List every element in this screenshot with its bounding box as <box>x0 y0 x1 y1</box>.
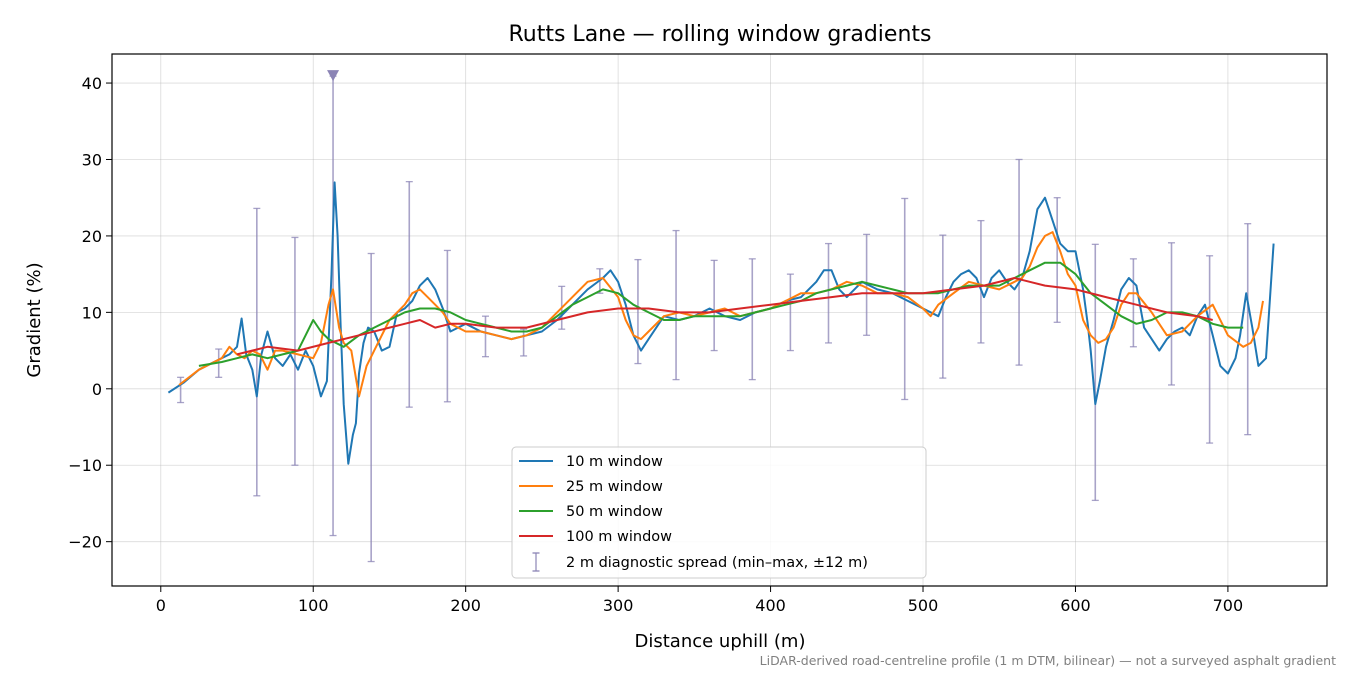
y-tick-label: 30 <box>82 150 102 169</box>
spread-errorbar <box>1244 223 1252 436</box>
legend-label: 2 m diagnostic spread (min–max, ±12 m) <box>566 555 868 571</box>
clipped-marker <box>327 70 340 82</box>
y-tick-label: 40 <box>82 74 102 93</box>
spread-errorbar <box>710 259 718 352</box>
spread-errorbar <box>977 219 985 344</box>
spread-errorbar <box>672 229 680 381</box>
legend-label: 25 m window <box>566 479 663 495</box>
spread-errorbar <box>1206 255 1214 444</box>
y-tick-label: −20 <box>68 533 102 552</box>
legend-label: 100 m window <box>566 529 672 545</box>
y-tick-label: −10 <box>68 456 102 475</box>
spread-errorbar <box>405 180 413 408</box>
plot-frame <box>111 53 1328 587</box>
spread-errorbar <box>177 376 185 404</box>
spread-errorbar <box>367 252 375 563</box>
x-tick-label: 100 <box>298 596 329 615</box>
y-tick-label: 0 <box>92 380 102 399</box>
spread-errorbar <box>786 273 794 352</box>
x-axis-label: Distance uphill (m) <box>635 631 806 652</box>
y-axis-ticks: −20 −10 0 10 20 30 40 <box>68 74 112 552</box>
spread-errorbar <box>443 249 451 403</box>
y-axis-label: Gradient (%) <box>24 262 45 377</box>
x-tick-label: 700 <box>1213 596 1244 615</box>
series-line-50-m-window <box>198 261 1244 367</box>
legend-label: 10 m window <box>566 454 663 470</box>
x-tick-label: 300 <box>603 596 634 615</box>
x-tick-label: 400 <box>755 596 786 615</box>
x-tick-label: 200 <box>450 596 481 615</box>
spread-errorbar <box>1091 243 1099 502</box>
y-tick-label: 20 <box>82 227 102 246</box>
x-tick-label: 500 <box>908 596 939 615</box>
x-tick-label: 0 <box>156 596 166 615</box>
caption: LiDAR-derived road-centreline profile (1… <box>760 653 1336 668</box>
spread-errorbar <box>748 258 756 381</box>
spread-errorbar <box>520 328 528 357</box>
spread-errorbar <box>481 315 489 358</box>
spread-errorbar <box>1053 197 1061 323</box>
spread-errorbar <box>824 242 832 344</box>
x-axis-ticks: 0 100 200 300 400 500 600 700 <box>156 586 1243 615</box>
legend: 10 m window 25 m window 50 m window 100 m w… <box>511 446 927 579</box>
series-lines <box>167 181 1275 465</box>
legend-box <box>511 446 927 579</box>
y-tick-label: 10 <box>82 303 102 322</box>
series-line-100-m-window <box>236 277 1213 356</box>
spread-errorbar <box>1129 258 1137 348</box>
spread-errorbar <box>1015 158 1023 366</box>
legend-label: 50 m window <box>566 504 663 520</box>
chart-title: Rutts Lane — rolling window gradients <box>508 22 931 47</box>
x-tick-label: 600 <box>1060 596 1091 615</box>
